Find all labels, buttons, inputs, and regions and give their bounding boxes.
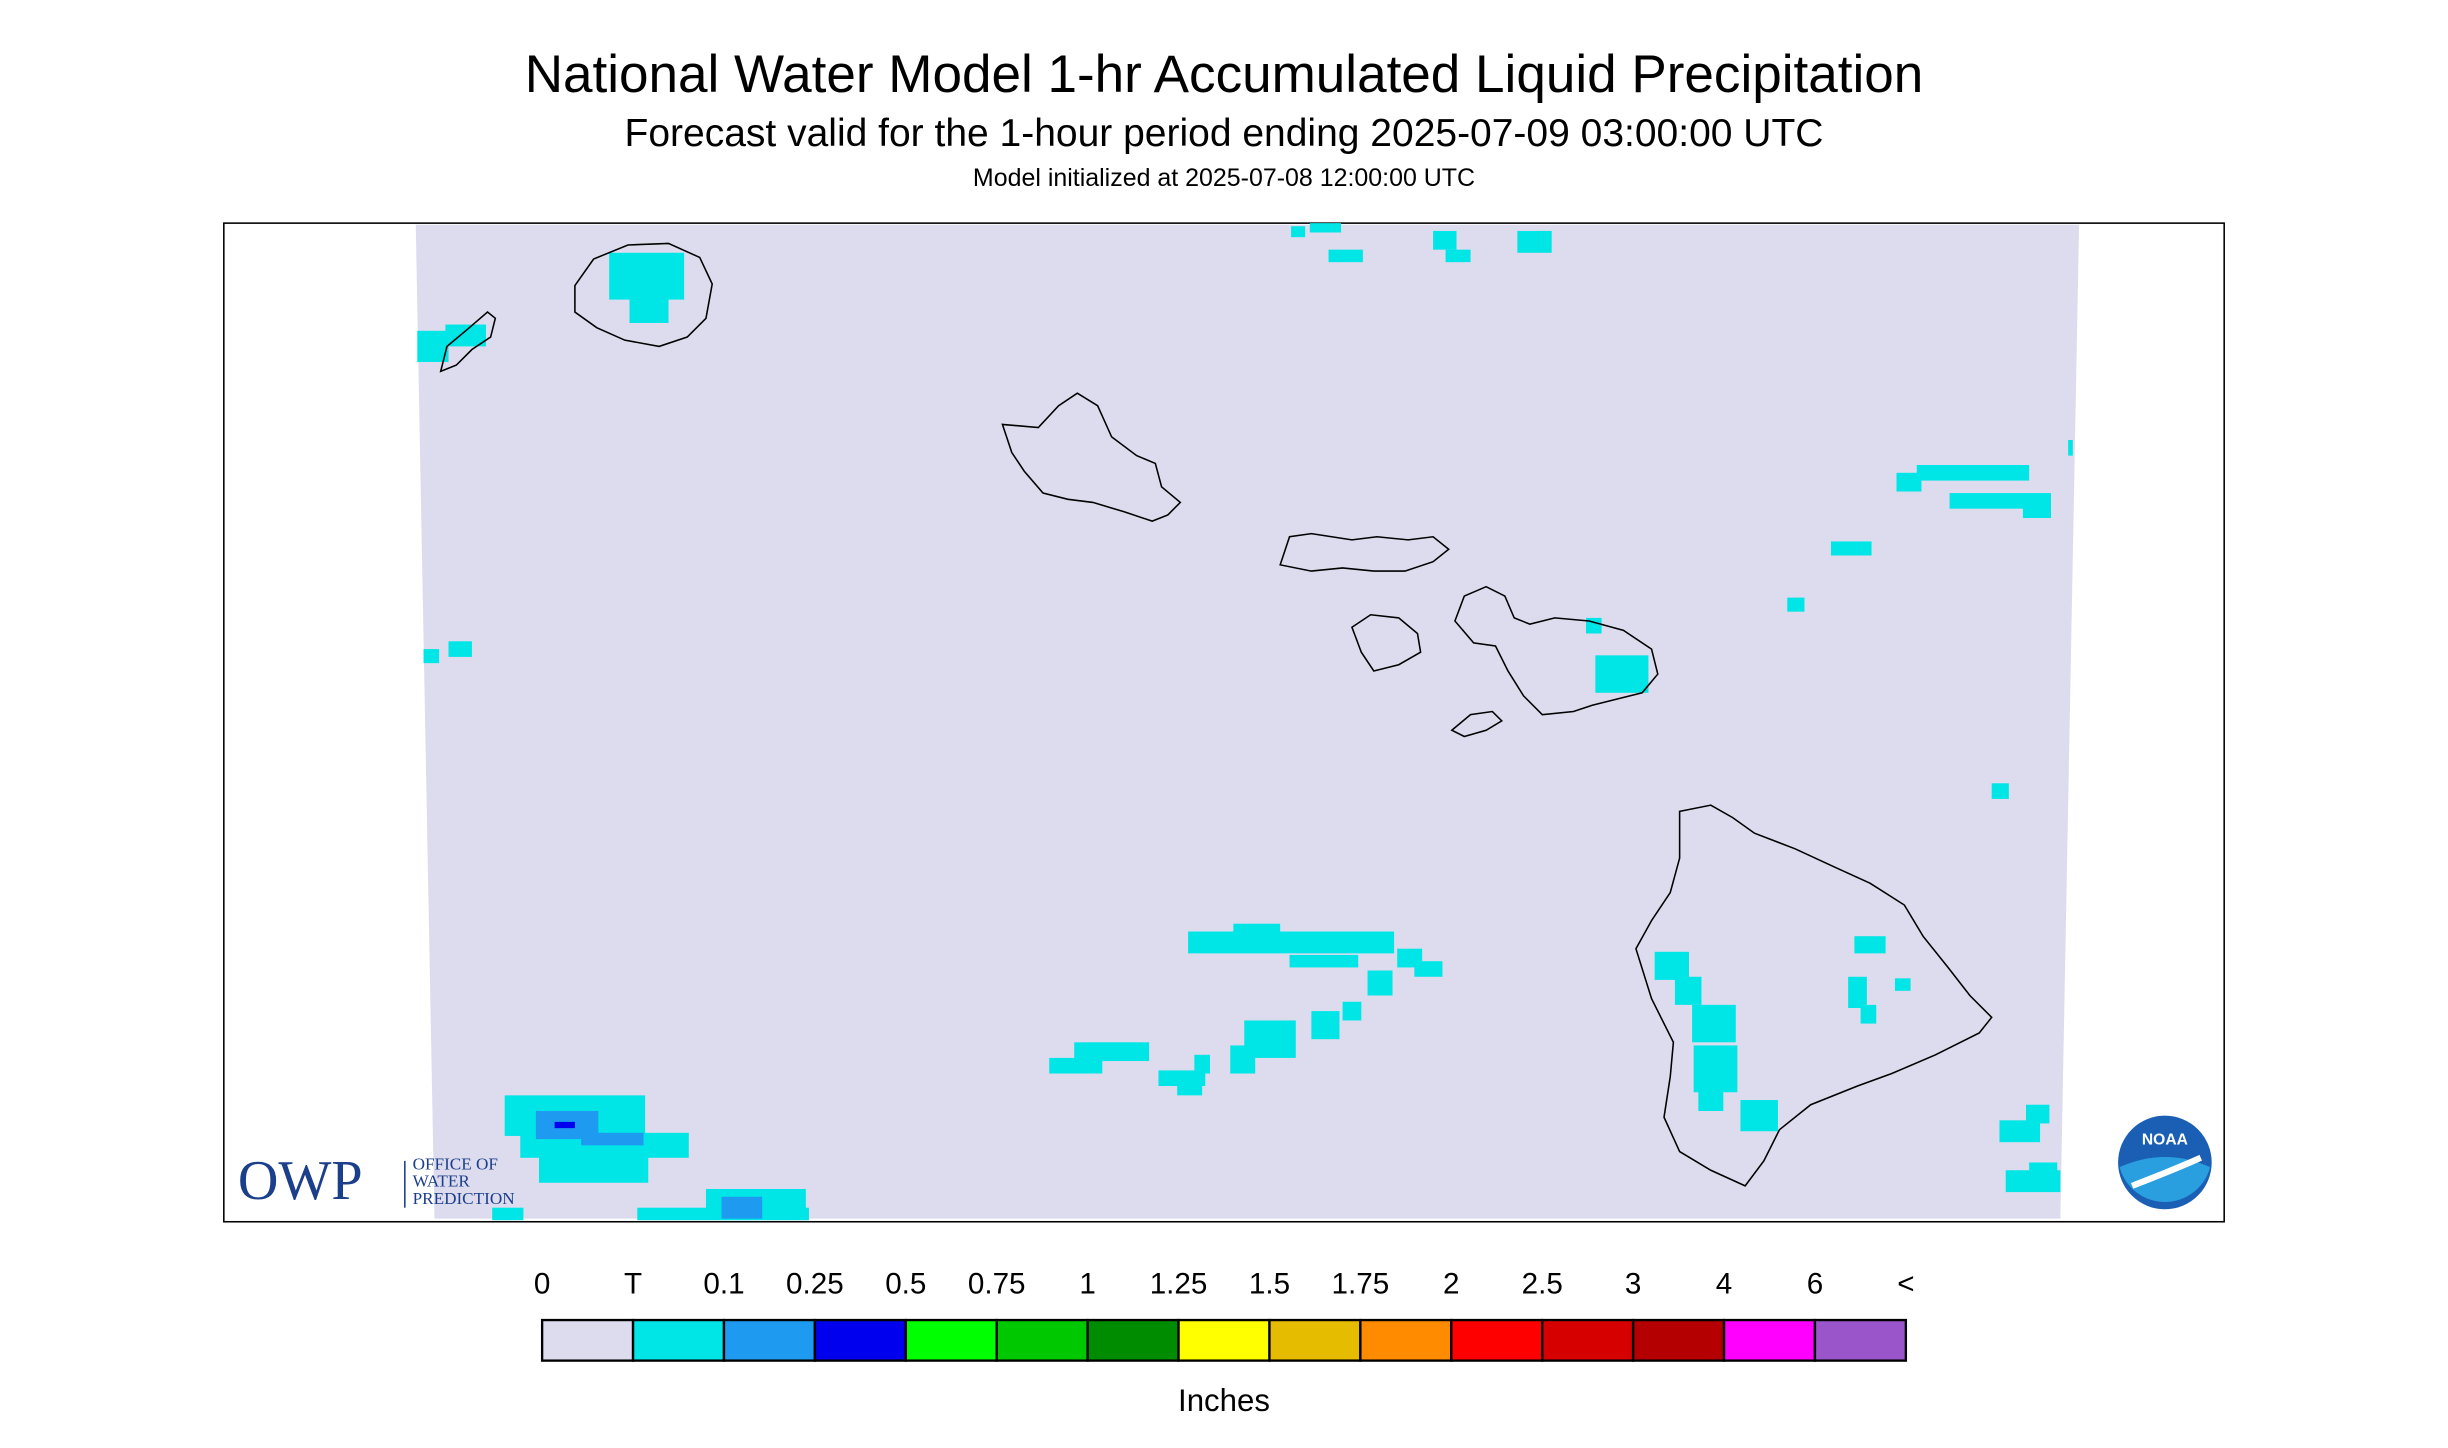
owp-logo-text: OWP	[238, 1150, 363, 1212]
legend-label: 1.75	[1332, 1268, 1390, 1301]
legend-swatch	[1541, 1318, 1635, 1362]
legend-label: 2.5	[1522, 1268, 1563, 1301]
legend-swatch	[1359, 1318, 1453, 1362]
legend-label: <	[1897, 1268, 1914, 1301]
legend-swatch	[995, 1318, 1089, 1362]
precip-areas	[417, 223, 2073, 1221]
legend-label: 6	[1807, 1268, 1823, 1301]
legend-label: 2	[1443, 1268, 1459, 1301]
owp-line: OFFICE OF	[413, 1155, 498, 1174]
legend-label: 1.5	[1249, 1268, 1290, 1301]
legend-swatch	[1086, 1318, 1180, 1362]
legend-label: 3	[1625, 1268, 1641, 1301]
owp-line: PREDICTION	[413, 1189, 515, 1208]
legend-label: 0.1	[703, 1268, 744, 1301]
legend-swatch	[1631, 1318, 1726, 1362]
legend-swatch	[540, 1318, 635, 1362]
legend-swatch	[1813, 1318, 1908, 1362]
legend-label: 1	[1079, 1268, 1095, 1301]
legend-label: T	[624, 1268, 642, 1301]
legend-unit: Inches	[1178, 1383, 1270, 1418]
legend-label: 1.25	[1150, 1268, 1208, 1301]
legend-swatch	[813, 1318, 907, 1362]
subtitle: Forecast valid for the 1-hour period end…	[625, 112, 1824, 155]
legend-swatch	[904, 1318, 998, 1362]
legend-swatch	[631, 1318, 726, 1362]
legend-swatch	[1450, 1318, 1544, 1362]
owp-line: WATER	[413, 1172, 471, 1191]
legend-label: 4	[1716, 1268, 1732, 1301]
coastlines	[439, 242, 1993, 1187]
legend-swatch	[1268, 1318, 1362, 1362]
noaa-logo: NOAA	[2118, 1115, 2212, 1210]
map-panel: OWP OFFICE OF WATER PREDICTION NOAA	[223, 222, 2225, 1223]
init-time: Model initialized at 2025-07-08 12:00:00…	[973, 164, 1475, 192]
legend: 0 T 0.1 0.25 0.5 0.75 1 1.25 1.5 1.75 2 2.5 3 4 6 < Inch…	[534, 1268, 1915, 1418]
title: National Water Model 1-hr Accumulated Li…	[525, 45, 1924, 104]
legend-swatch	[1722, 1318, 1817, 1362]
legend-label: 0.5	[885, 1268, 926, 1301]
legend-swatch	[1177, 1318, 1271, 1362]
legend-label: 0.75	[968, 1268, 1026, 1301]
legend-label: 0	[534, 1268, 550, 1301]
legend-label: 0.25	[786, 1268, 844, 1301]
owp-logo: OWP OFFICE OF WATER PREDICTION	[238, 1150, 515, 1212]
legend-swatch	[722, 1318, 817, 1362]
noaa-logo-text: NOAA	[2142, 1132, 2188, 1149]
